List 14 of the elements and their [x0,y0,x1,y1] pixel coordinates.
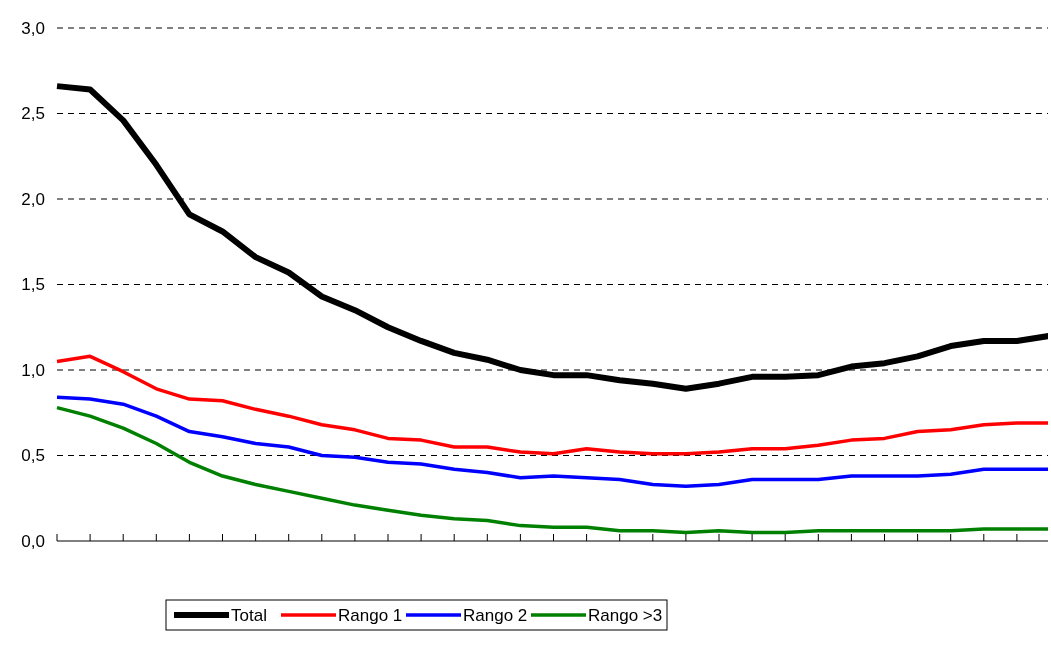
line-series [55,405,1048,535]
y-tick-label: 1,0 [21,360,45,380]
y-tick-label: 0,0 [21,531,45,551]
y-tick-label: 2,0 [21,189,45,209]
y-tick-label: 2,5 [21,104,45,124]
legend-label: Total [231,605,267,625]
legend-label: Rango 1 [338,605,403,625]
y-tick-label: 3,0 [21,18,45,38]
y-tick-label: 0,5 [21,446,45,466]
y-tick-label: 1,5 [21,275,45,295]
line-series [55,395,1048,489]
legend-label: Rango 2 [463,605,528,625]
line-series [55,354,1048,456]
legend-label: Rango >3 [588,605,663,625]
